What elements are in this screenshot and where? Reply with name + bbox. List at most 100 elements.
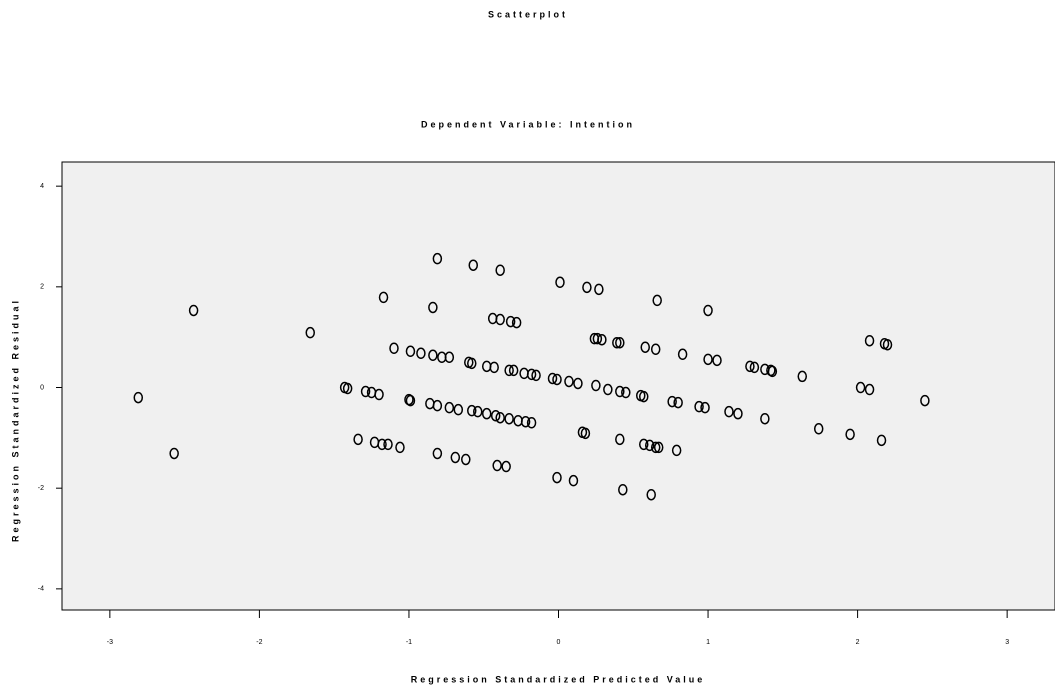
point: [640, 341, 650, 353]
x-tick-label: 2: [856, 639, 860, 646]
point: [594, 283, 604, 296]
point: [638, 390, 649, 403]
x-tick-label: 1: [706, 639, 710, 646]
point: [353, 433, 363, 446]
point: [677, 348, 688, 361]
y-tick-label: 2: [40, 284, 44, 291]
point: [377, 438, 387, 451]
point: [342, 382, 353, 395]
point: [615, 336, 625, 349]
point: [552, 471, 562, 484]
point: [495, 411, 505, 424]
point: [864, 383, 875, 396]
point: [504, 412, 514, 425]
point: [920, 394, 930, 407]
point: [673, 396, 683, 409]
point: [700, 401, 710, 414]
point: [453, 403, 464, 416]
point: [416, 347, 426, 360]
point: [864, 334, 875, 347]
point: [305, 326, 315, 339]
point: [564, 375, 574, 388]
x-tick-label: 0: [557, 639, 561, 646]
y-tick-label: -4: [38, 586, 44, 593]
point: [615, 385, 625, 398]
point: [432, 252, 443, 265]
point: [526, 416, 537, 429]
point: [133, 391, 144, 404]
point: [568, 474, 579, 487]
point: [644, 439, 655, 452]
point: [876, 434, 887, 447]
point: [745, 360, 755, 373]
point: [733, 407, 743, 420]
point: [597, 333, 607, 346]
point: [389, 342, 399, 354]
point: [495, 313, 505, 326]
point: [444, 401, 455, 414]
point: [592, 332, 603, 345]
point: [531, 369, 541, 382]
plot-area: [61, 161, 1055, 611]
point: [495, 264, 505, 276]
point: [481, 407, 492, 420]
point: [653, 441, 664, 454]
point: [511, 316, 522, 329]
point: [508, 364, 519, 377]
point: [652, 294, 662, 307]
point: [489, 361, 499, 374]
point: [712, 354, 722, 367]
point: [526, 368, 537, 381]
point: [582, 281, 592, 294]
point: [472, 405, 483, 418]
point: [845, 428, 855, 441]
point: [615, 433, 625, 446]
point: [405, 345, 416, 358]
point: [612, 336, 622, 349]
point: [671, 444, 682, 457]
point: [405, 394, 416, 407]
point: [520, 415, 531, 428]
x-tick-label: -1: [406, 639, 412, 646]
point: [468, 259, 479, 271]
point: [724, 405, 734, 418]
point: [467, 404, 477, 417]
chart-subtitle: Dependent Variable: Intention: [421, 119, 635, 129]
x-tick-label: 3: [1005, 639, 1009, 646]
point: [492, 459, 502, 472]
point: [374, 388, 384, 401]
point: [378, 291, 389, 304]
point: [383, 438, 393, 451]
point: [580, 427, 591, 440]
x-tick-label: -3: [107, 639, 113, 646]
point: [555, 276, 565, 289]
point: [444, 351, 455, 364]
point: [646, 488, 656, 501]
point: [467, 357, 477, 370]
point: [547, 372, 558, 385]
point: [360, 385, 371, 398]
point: [703, 304, 713, 317]
point: [428, 301, 438, 314]
point: [855, 381, 866, 394]
point: [603, 383, 613, 396]
point: [618, 483, 628, 496]
point: [432, 447, 443, 460]
x-tick-label: -2: [256, 639, 262, 646]
y-tick-label: -2: [38, 485, 44, 492]
point: [760, 412, 770, 425]
point: [797, 370, 808, 383]
point: [501, 460, 511, 473]
y-tick-label: 0: [40, 384, 44, 391]
y-tick-label: 4: [40, 183, 44, 190]
point: [395, 441, 405, 454]
point: [573, 377, 583, 390]
point: [882, 338, 893, 351]
point: [667, 395, 677, 408]
point: [703, 353, 713, 366]
chart-title: Scatterplot: [488, 9, 568, 19]
point: [450, 451, 461, 464]
point: [490, 409, 501, 422]
point: [188, 304, 199, 317]
point: [650, 343, 661, 356]
